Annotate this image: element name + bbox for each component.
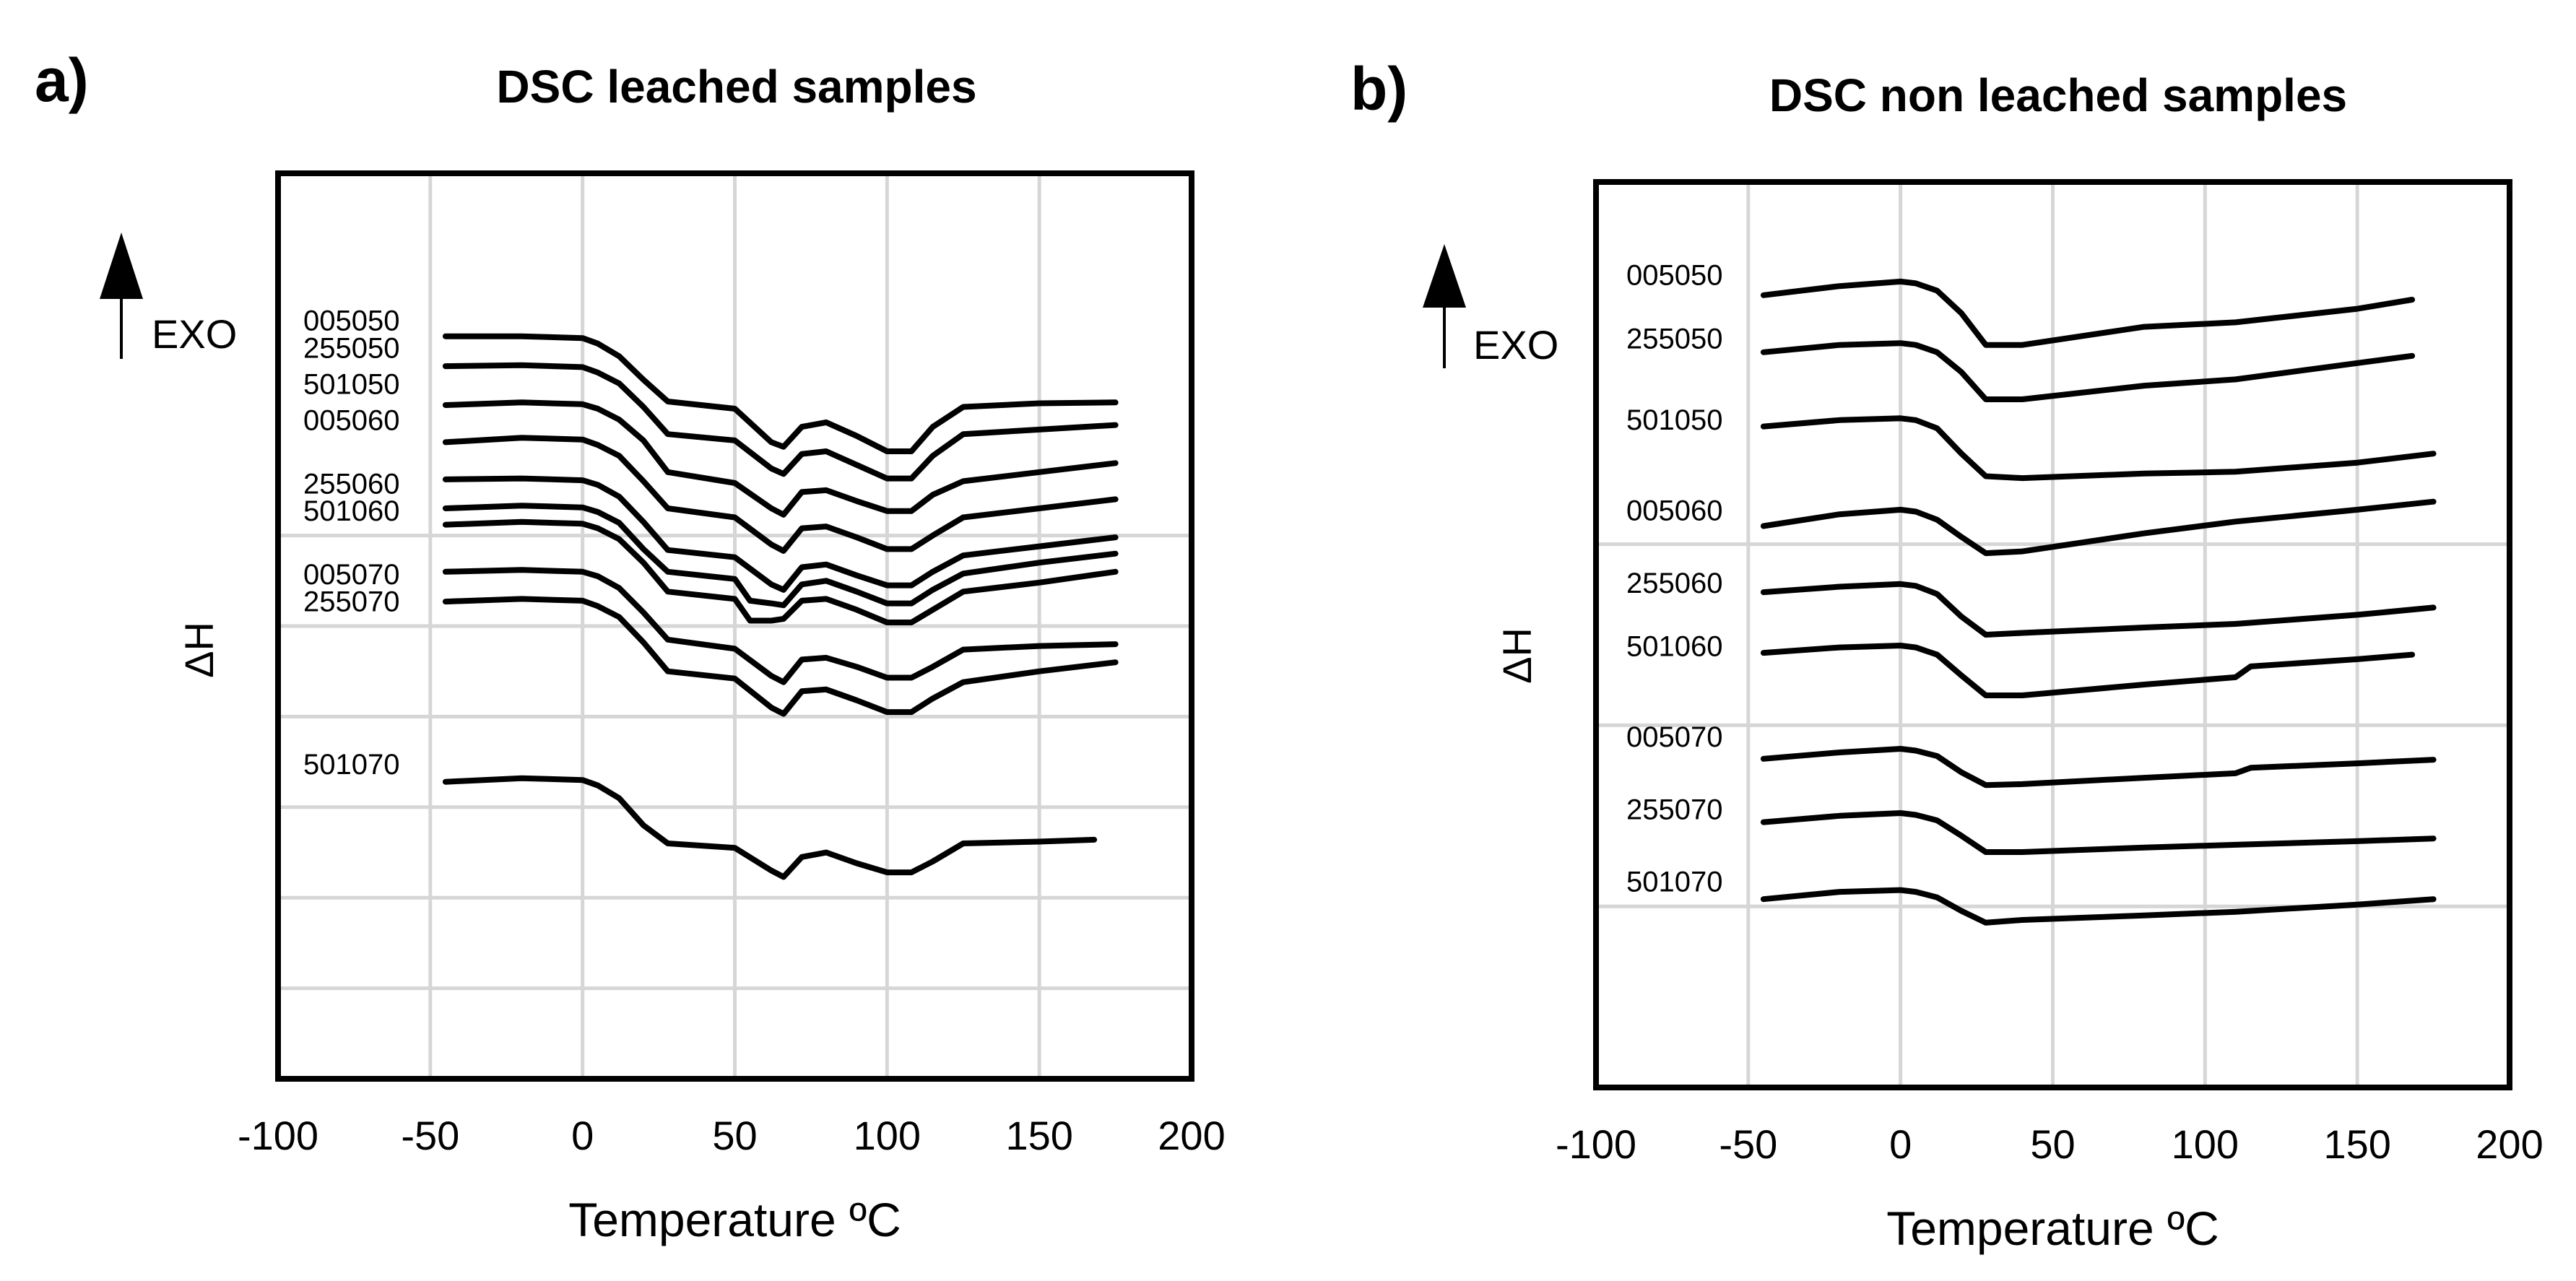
series-line-501050 xyxy=(1760,415,2437,482)
x-tick-label: 50 xyxy=(712,1113,757,1158)
x-tick-label: -100 xyxy=(238,1113,318,1158)
x-tick-label: 100 xyxy=(854,1113,921,1158)
x-tick-label: -100 xyxy=(1556,1121,1636,1167)
series-line-501070 xyxy=(1760,887,2437,926)
series-line-005060 xyxy=(442,435,1119,554)
series-label: 501050 xyxy=(1626,404,1722,436)
series-line-005050 xyxy=(442,333,1119,454)
series-label: 005070 xyxy=(303,559,399,591)
series-label: 255060 xyxy=(303,468,399,500)
panel-b-letter: b) xyxy=(1350,55,1408,123)
series-line-255060 xyxy=(1760,581,2437,638)
series-line-501050 xyxy=(442,399,1119,518)
series-label: 255070 xyxy=(303,586,399,617)
series-line-005050 xyxy=(1760,278,2416,348)
chart-title: DSC non leached samples xyxy=(1769,69,2347,121)
x-tick-label: 0 xyxy=(571,1113,594,1158)
series-line-501060 xyxy=(442,518,1119,625)
series-label: 005050 xyxy=(303,305,399,337)
chart-title: DSC leached samples xyxy=(496,61,976,113)
series-line-255070 xyxy=(1760,810,2437,855)
series-line-501070 xyxy=(442,775,1098,880)
series-label: 005060 xyxy=(303,405,399,437)
x-tick-label: 200 xyxy=(2476,1121,2543,1167)
series-label: 005050 xyxy=(1626,259,1722,291)
x-tick-label: 50 xyxy=(2030,1121,2075,1167)
y-axis-title: ΔH xyxy=(1494,628,1540,684)
series-line-255050 xyxy=(442,362,1119,482)
series-line-255070 xyxy=(442,596,1119,717)
x-axis-title: Temperature ºC xyxy=(568,1193,901,1246)
series-line-005070 xyxy=(442,567,1119,685)
exo-arrow-icon xyxy=(1423,244,1466,308)
series-label: 501070 xyxy=(303,749,399,781)
series-line-255050 xyxy=(1760,340,2416,402)
x-tick-label: -50 xyxy=(1719,1121,1777,1167)
panel-a-letter: a) xyxy=(35,46,89,114)
series-line-005060 xyxy=(1760,498,2437,557)
series-label: 255050 xyxy=(303,332,399,364)
plot-frame xyxy=(1593,179,2512,1090)
exo-label: EXO xyxy=(152,311,237,357)
series-label: 501060 xyxy=(1626,631,1722,663)
series-line-501060 xyxy=(442,503,1119,609)
x-axis-title: Temperature ºC xyxy=(1886,1202,2219,1255)
exo-arrow-icon xyxy=(100,233,143,299)
chart-panel-b: 005050 255050 501050 005060 255060 501060 0050… xyxy=(1423,69,2544,1255)
x-tick-label: 0 xyxy=(1889,1121,1912,1167)
series-label: 255070 xyxy=(1626,794,1722,825)
x-tick-label: 150 xyxy=(1005,1113,1072,1158)
x-tick-label: 100 xyxy=(2172,1121,2239,1167)
series-label: 501060 xyxy=(303,495,399,527)
x-tick-label: 200 xyxy=(1158,1113,1225,1158)
series-label: 255060 xyxy=(1626,568,1722,599)
series-label: 255050 xyxy=(1626,323,1722,355)
y-axis-title: ΔH xyxy=(176,622,222,678)
x-tick-label: -50 xyxy=(401,1113,459,1158)
series-label: 501070 xyxy=(1626,867,1722,898)
exo-label: EXO xyxy=(1473,322,1558,368)
series-label: 005060 xyxy=(1626,495,1722,527)
series-label: 005070 xyxy=(1626,721,1722,753)
series-line-005070 xyxy=(1760,746,2437,789)
series-label: 501050 xyxy=(303,369,399,401)
plot-frame xyxy=(275,170,1194,1082)
series-line-255060 xyxy=(442,475,1119,593)
series-line-501060 xyxy=(1760,643,2416,698)
x-tick-label: 150 xyxy=(2323,1121,2390,1167)
